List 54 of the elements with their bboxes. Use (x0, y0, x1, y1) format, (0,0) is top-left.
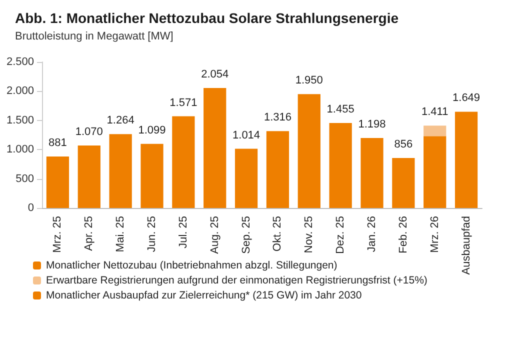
bar (109, 134, 132, 208)
y-tick-label: 500 (16, 172, 34, 185)
bar (329, 123, 352, 208)
bar (140, 144, 164, 208)
y-tick-label: 1.000 (6, 144, 34, 156)
chart-subtitle: Bruttoleistung in Megawatt [MW] (15, 30, 174, 42)
x-tick-label: Jul. 25 (177, 216, 190, 248)
legend-label: Erwartbare Registrierungen aufgrund der einmonatigen Registrierungsfrist (+15%) (46, 274, 428, 286)
x-tick-label: Feb. 26 (397, 216, 410, 254)
bar (424, 126, 446, 136)
bar (234, 148, 258, 208)
x-tick-label: Okt. 25 (272, 216, 284, 252)
y-tick-label: 2.500 (6, 56, 34, 68)
x-tick-label: Jan. 26 (366, 216, 378, 252)
data-label: 1.571 (170, 96, 198, 109)
chart-title: Abb. 1: Monatlicher Nettozubau Solare Strahlungsenergie (15, 10, 399, 26)
data-label: 856 (394, 138, 413, 151)
data-label: 1.316 (264, 112, 292, 124)
data-label: 1.198 (358, 118, 386, 131)
x-tick-label: Mrz. 26 (428, 216, 441, 253)
total-label: 1.411 (422, 106, 448, 118)
data-label: 1.014 (232, 129, 260, 142)
y-tick-label: 0 (28, 202, 34, 214)
data-label: 881 (48, 137, 67, 150)
bar (78, 146, 100, 208)
bar (172, 116, 195, 208)
data-label: 1.070 (75, 126, 103, 138)
x-tick-label: Aug. 25 (208, 216, 221, 254)
x-tick-label: Dez. 25 (334, 216, 347, 254)
x-tick-label: Sep. 25 (240, 216, 252, 254)
data-label: 1.264 (106, 114, 134, 127)
x-tick-label: Ausbaupfad (460, 216, 472, 275)
x-tick-label: Mrz. 25 (52, 216, 64, 253)
x-tick-label: Nov. 25 (303, 216, 316, 254)
bar (46, 156, 70, 208)
data-label: 1.099 (138, 124, 166, 136)
bar (204, 88, 226, 208)
legend-label: Monatlicher Nettozubau (Inbetriebnahmen abzgl. Stillegungen) (46, 260, 338, 272)
bar (454, 112, 478, 208)
data-label: 2.054 (201, 68, 229, 81)
x-tick-label: Mai. 25 (114, 216, 127, 252)
x-tick-label: Jun. 25 (146, 216, 158, 252)
bar (360, 138, 384, 208)
y-tick-label: 1.500 (6, 114, 34, 126)
x-tick-label: Apr. 25 (83, 216, 96, 251)
bar (424, 136, 446, 208)
bar (392, 158, 415, 208)
legend-label: Monatlicher Ausbaupfad zur Zielerreichung* (215 GW) im Jahr 2030 (46, 290, 362, 302)
data-label: 1.649 (452, 92, 480, 104)
data-label: 1.950 (295, 74, 323, 87)
y-tick-label: 2.000 (6, 85, 34, 98)
bar (266, 131, 290, 208)
bar (298, 94, 320, 208)
data-label: 1.455 (326, 104, 354, 116)
